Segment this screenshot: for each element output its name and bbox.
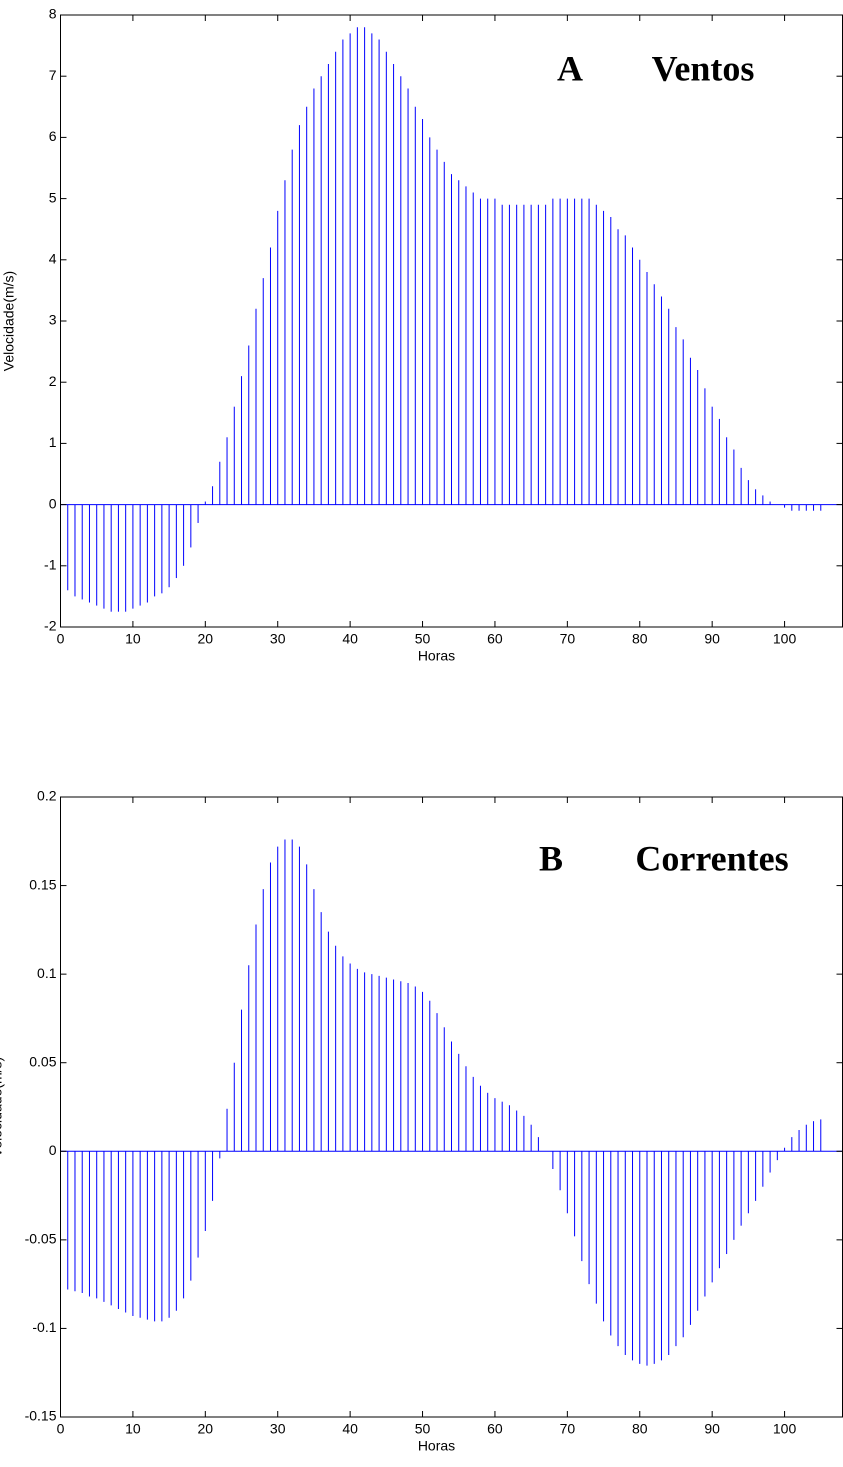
annotation: B xyxy=(539,838,563,878)
y-tick-label: 7 xyxy=(49,67,57,83)
x-tick-label: 10 xyxy=(125,631,141,647)
x-axis-label: Horas xyxy=(418,1438,455,1454)
x-tick-label: 50 xyxy=(415,631,431,647)
x-tick-label: 70 xyxy=(560,1421,576,1437)
y-tick-label: -0.1 xyxy=(32,1319,56,1335)
y-tick-label: 3 xyxy=(49,312,57,328)
y-tick-label: -2 xyxy=(44,618,57,634)
x-tick-label: 100 xyxy=(773,631,797,647)
y-tick-label: 0 xyxy=(49,495,57,511)
y-tick-label: 5 xyxy=(49,189,57,205)
y-axis-label: Velocidade(m/s) xyxy=(0,1057,5,1157)
x-tick-label: 10 xyxy=(125,1421,141,1437)
x-tick-label: 60 xyxy=(487,631,503,647)
x-tick-label: 0 xyxy=(57,1421,65,1437)
x-tick-label: 40 xyxy=(342,1421,358,1437)
x-tick-label: 100 xyxy=(773,1421,797,1437)
x-tick-label: 90 xyxy=(704,631,720,647)
x-tick-label: 20 xyxy=(198,1421,214,1437)
x-tick-label: 50 xyxy=(415,1421,431,1437)
annotation: Ventos xyxy=(652,48,755,88)
x-tick-label: 60 xyxy=(487,1421,503,1437)
annotation: Correntes xyxy=(635,838,788,878)
y-tick-label: 2 xyxy=(49,373,57,389)
y-tick-label: 0.05 xyxy=(29,1053,56,1069)
y-tick-label: -1 xyxy=(44,557,57,573)
y-tick-label: -0.05 xyxy=(25,1231,57,1247)
y-tick-label: 0 xyxy=(49,1142,57,1158)
x-tick-label: 40 xyxy=(342,631,358,647)
annotation: A xyxy=(557,48,583,88)
x-tick-label: 0 xyxy=(57,631,65,647)
x-axis-label: Horas xyxy=(418,648,455,664)
y-tick-label: 6 xyxy=(49,128,57,144)
x-tick-label: 30 xyxy=(270,1421,286,1437)
y-tick-label: 8 xyxy=(49,6,57,22)
x-tick-label: 70 xyxy=(560,631,576,647)
y-tick-label: 0.2 xyxy=(37,788,57,804)
y-tick-label: 4 xyxy=(49,251,57,267)
x-tick-label: 20 xyxy=(198,631,214,647)
y-axis-label: Velocidade(m/s) xyxy=(1,271,17,371)
y-tick-label: 0.15 xyxy=(29,876,56,892)
x-tick-label: 90 xyxy=(704,1421,720,1437)
y-tick-label: 0.1 xyxy=(37,965,57,981)
x-tick-label: 80 xyxy=(632,1421,648,1437)
x-tick-label: 80 xyxy=(632,631,648,647)
y-tick-label: 1 xyxy=(49,434,57,450)
y-tick-label: -0.15 xyxy=(25,1408,57,1424)
x-tick-label: 30 xyxy=(270,631,286,647)
